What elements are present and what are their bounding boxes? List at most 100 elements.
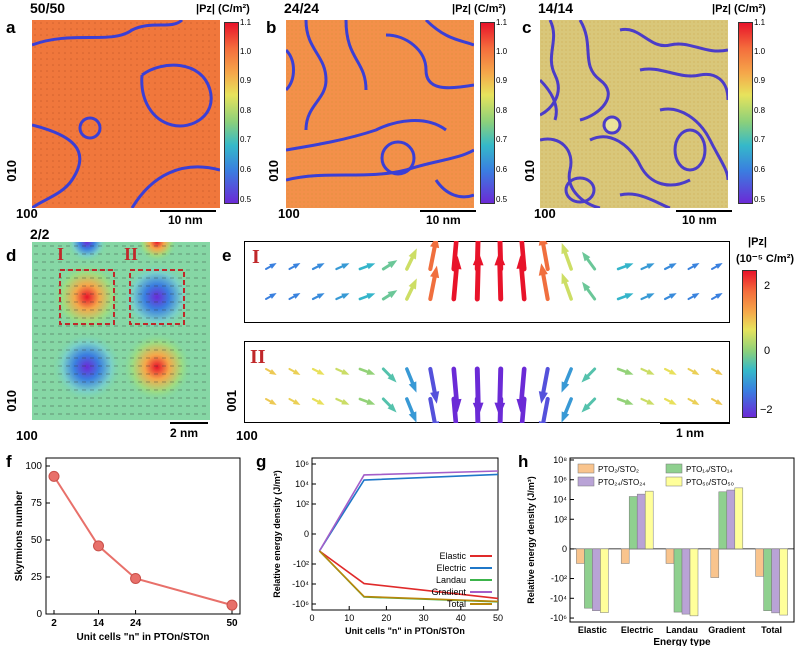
dipole-vector-profile-I xyxy=(244,241,730,323)
x-tick-label: Landau xyxy=(666,625,698,635)
dipole-arrow-head xyxy=(366,263,376,270)
bar xyxy=(718,491,728,550)
colorbar-e-title-1: |Pz| xyxy=(748,236,767,248)
dipole-arrow-head xyxy=(316,399,325,405)
panel-c-title: 14/14 xyxy=(538,0,574,16)
cbar-a-tick: 0.6 xyxy=(240,165,252,174)
y-tick-label: 50 xyxy=(31,535,43,546)
y-tick-label: 10² xyxy=(554,514,567,524)
x-tick-label: 14 xyxy=(93,618,105,629)
dipole-arrow-head xyxy=(341,263,350,270)
panel-label-c: c xyxy=(522,18,532,37)
cbar-e-tick: 0 xyxy=(764,345,771,357)
dipole-arrow-head xyxy=(366,293,376,300)
cbar-b-tick: 0.8 xyxy=(496,106,508,115)
x-tick-label: 30 xyxy=(419,613,429,623)
y-tick-label: 10⁶ xyxy=(553,475,567,485)
cbar-a-tick: 0.8 xyxy=(240,106,252,115)
legend-swatch xyxy=(577,463,595,474)
dipole-arrow-head xyxy=(582,251,591,262)
series-line-electric xyxy=(318,473,499,552)
x-tick-label: 10 xyxy=(344,613,354,623)
scale-bar-a xyxy=(160,210,216,212)
y-tick-label: 10² xyxy=(296,499,309,509)
cbar-b-tick: 1.1 xyxy=(496,18,508,27)
y-tick-label: 10⁶ xyxy=(295,459,309,469)
axis-label-010-d: 010 xyxy=(4,390,19,412)
dipole-arrow-head xyxy=(408,248,417,260)
bar xyxy=(689,548,699,617)
legend-label: PTO₂/STO₂ xyxy=(598,465,639,474)
scale-label-b: 10 nm xyxy=(426,213,461,227)
panel-d-title: 2/2 xyxy=(30,226,50,242)
y-tick-label: 100 xyxy=(25,461,42,472)
cbar-c-tick: 0.5 xyxy=(754,195,766,204)
bar xyxy=(644,490,654,550)
dipole-arrow-head xyxy=(668,293,677,299)
dipole-arrow-head xyxy=(430,391,440,404)
y-tick-label: 10⁸ xyxy=(553,455,567,465)
dipole-arrow-head xyxy=(691,399,700,405)
dipole-arrow-head xyxy=(269,399,277,405)
y-tick-label: 10⁴ xyxy=(553,494,567,504)
cbar-b-tick: 0.5 xyxy=(496,195,508,204)
data-point xyxy=(130,572,142,584)
roman-label-I-d: I xyxy=(57,244,65,264)
y-tick-label: -10⁴ xyxy=(550,593,567,603)
dipole-arrow-head xyxy=(408,278,417,290)
cbar-c-tick: 0.7 xyxy=(754,135,766,144)
series-line-elastic xyxy=(318,550,499,600)
polarization-map-50 xyxy=(32,20,220,208)
x-tick-label: 50 xyxy=(493,613,503,623)
series-line-gradient xyxy=(318,470,499,552)
dipole-arrow-head xyxy=(269,293,277,299)
dipole-arrow-head xyxy=(668,399,677,405)
x-tick-label: 2 xyxy=(51,618,57,629)
dipole-arrow-head xyxy=(715,369,723,375)
bar xyxy=(592,548,601,611)
scale-bar-b xyxy=(420,210,476,212)
roman-label-II-e: II xyxy=(250,346,266,368)
dipole-arrow xyxy=(451,366,460,408)
panel-label-e: e xyxy=(222,246,232,265)
dipole-arrow-head xyxy=(715,399,723,405)
x-tick-label: 24 xyxy=(130,618,142,629)
dipole-vector-profile-II xyxy=(244,341,730,423)
dipole-arrow-head xyxy=(646,398,655,405)
polarization-map-14 xyxy=(540,20,728,208)
colorbar-c-title: |Pz| (C/m²) xyxy=(712,3,766,15)
bar xyxy=(636,493,646,550)
cbar-a-tick: 0.9 xyxy=(240,76,252,85)
dipole-arrow-head xyxy=(581,373,591,383)
panel-label-a: a xyxy=(6,18,16,37)
y-axis-label: Relative energy density (J/m³) xyxy=(526,476,536,604)
dipole-arrow-head xyxy=(269,263,277,269)
dipole-arrow-head xyxy=(646,293,655,300)
cbar-c-tick: 1.1 xyxy=(754,18,766,27)
scale-bar-c xyxy=(676,210,732,212)
x-axis-label: Energy type xyxy=(653,637,711,646)
legend-label: Gradient xyxy=(431,587,466,597)
cbar-a-tick: 1.0 xyxy=(240,47,252,56)
legend-label: Landau xyxy=(436,575,466,585)
cbar-a-tick: 0.5 xyxy=(240,195,252,204)
dipole-arrow-head xyxy=(341,368,350,375)
axis-label-010-b: 010 xyxy=(266,160,281,182)
dipole-arrow-head xyxy=(408,381,417,393)
dipole-arrow-head xyxy=(472,251,484,266)
legend-label: PTO₅₀/STO₅₀ xyxy=(686,478,734,487)
data-point xyxy=(226,599,238,611)
y-tick-label: 0 xyxy=(304,529,309,539)
cbar-b-tick: 0.7 xyxy=(496,135,508,144)
dipole-arrow xyxy=(451,396,459,423)
dipole-arrow-head xyxy=(387,260,398,269)
cbar-b-tick: 0.9 xyxy=(496,76,508,85)
panel-label-f: f xyxy=(6,452,12,471)
dipole-arrow-head xyxy=(582,281,591,292)
x-tick-label: Gradient xyxy=(708,625,745,635)
series-line xyxy=(53,475,233,607)
scale-label-e: 1 nm xyxy=(676,426,705,440)
bar xyxy=(779,548,788,616)
cbar-e-tick: 2 xyxy=(764,280,771,292)
